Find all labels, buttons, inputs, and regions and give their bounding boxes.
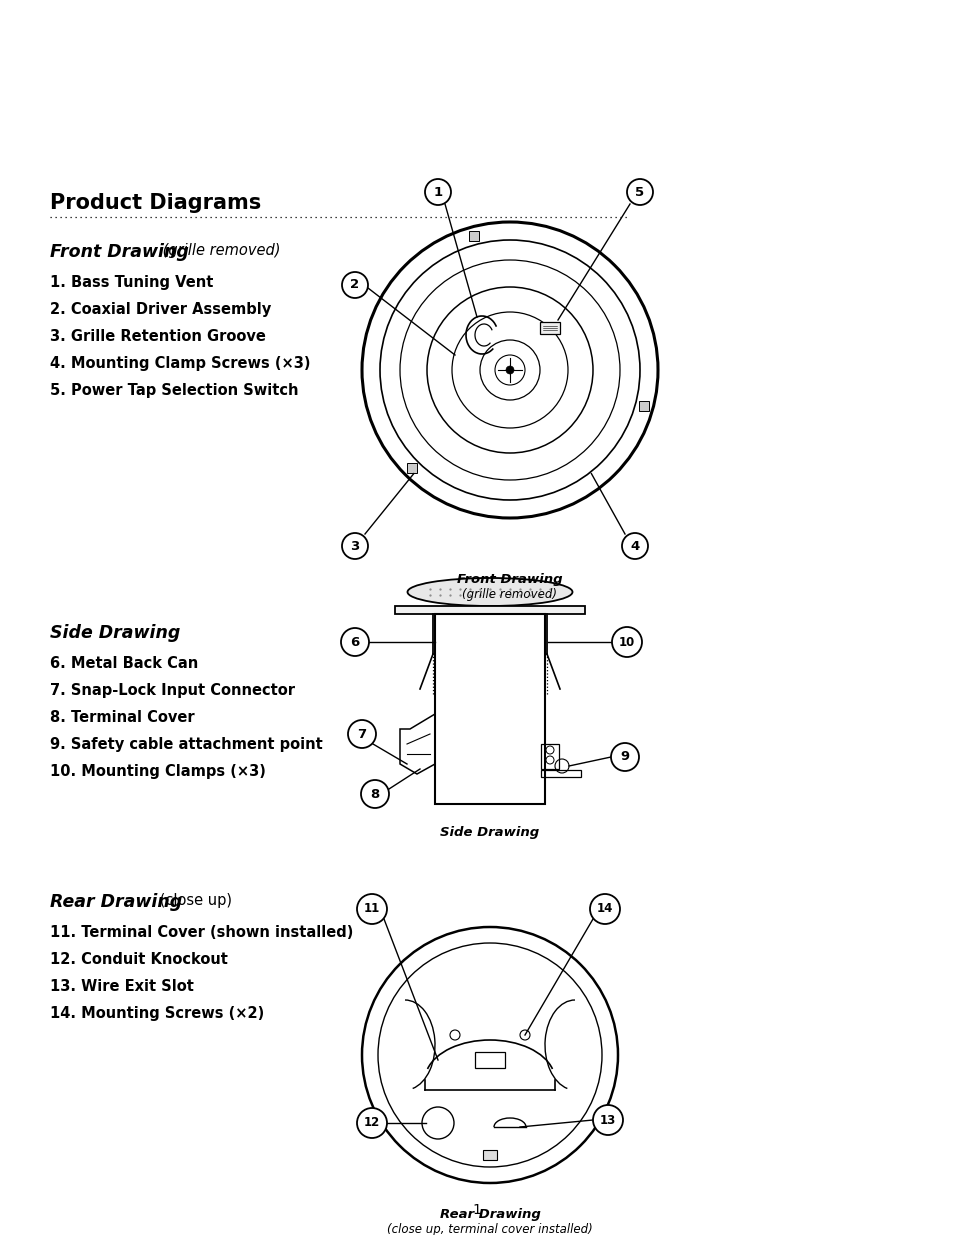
- Bar: [482, 1150, 497, 1160]
- Bar: [475, 1052, 504, 1068]
- Circle shape: [505, 366, 514, 374]
- Text: 7. Snap-Lock Input Connector: 7. Snap-Lock Input Connector: [50, 683, 294, 698]
- Text: Side Drawing: Side Drawing: [50, 624, 180, 642]
- Circle shape: [424, 179, 451, 205]
- Circle shape: [340, 629, 369, 656]
- Text: 1: 1: [433, 185, 442, 199]
- Text: Product Diagrams: Product Diagrams: [50, 193, 261, 212]
- Circle shape: [356, 1108, 387, 1137]
- Circle shape: [626, 179, 652, 205]
- Text: 8. Terminal Cover: 8. Terminal Cover: [50, 710, 194, 725]
- Bar: [539, 322, 559, 333]
- Text: (close up, terminal cover installed): (close up, terminal cover installed): [387, 1223, 592, 1235]
- Text: (grille removed): (grille removed): [462, 588, 557, 601]
- Text: 9: 9: [619, 751, 629, 763]
- Text: 14. Mounting Screws (×2): 14. Mounting Screws (×2): [50, 1007, 264, 1021]
- Text: 1. Bass Tuning Vent: 1. Bass Tuning Vent: [50, 275, 213, 290]
- Bar: [395, 606, 584, 614]
- Ellipse shape: [407, 578, 572, 606]
- Text: (grille removed): (grille removed): [158, 243, 280, 258]
- Text: 11: 11: [363, 903, 379, 915]
- Text: 7: 7: [357, 727, 366, 741]
- Text: 2: 2: [350, 279, 359, 291]
- Circle shape: [610, 743, 639, 771]
- Text: Front Drawing: Front Drawing: [50, 243, 189, 261]
- Circle shape: [612, 627, 641, 657]
- Text: 13. Wire Exit Slot: 13. Wire Exit Slot: [50, 979, 193, 994]
- Bar: [639, 401, 649, 411]
- Text: 12: 12: [363, 1116, 379, 1130]
- Text: 6: 6: [350, 636, 359, 648]
- Circle shape: [621, 534, 647, 559]
- Text: 3: 3: [350, 540, 359, 552]
- Text: 6. Metal Back Can: 6. Metal Back Can: [50, 656, 198, 671]
- Circle shape: [341, 272, 368, 298]
- Text: 14: 14: [597, 903, 613, 915]
- Text: 1: 1: [472, 1203, 481, 1216]
- Circle shape: [348, 720, 375, 748]
- Circle shape: [593, 1105, 622, 1135]
- Text: (close up): (close up): [154, 893, 232, 908]
- Text: 10. Mounting Clamps (×3): 10. Mounting Clamps (×3): [50, 764, 266, 779]
- Text: 4: 4: [630, 540, 639, 552]
- Circle shape: [360, 781, 389, 808]
- Text: 5. Power Tap Selection Switch: 5. Power Tap Selection Switch: [50, 383, 298, 398]
- Text: 2. Coaxial Driver Assembly: 2. Coaxial Driver Assembly: [50, 303, 271, 317]
- Bar: [469, 231, 478, 241]
- Circle shape: [341, 534, 368, 559]
- Text: Rear Drawing: Rear Drawing: [439, 1208, 539, 1221]
- Text: 12. Conduit Knockout: 12. Conduit Knockout: [50, 952, 228, 967]
- Text: Side Drawing: Side Drawing: [440, 826, 539, 839]
- Text: Rear Drawing: Rear Drawing: [50, 893, 182, 911]
- Bar: [540, 743, 558, 769]
- Circle shape: [356, 894, 387, 924]
- Text: 3. Grille Retention Groove: 3. Grille Retention Groove: [50, 329, 266, 345]
- Bar: [435, 614, 544, 804]
- Bar: [540, 769, 580, 777]
- Text: 9. Safety cable attachment point: 9. Safety cable attachment point: [50, 737, 322, 752]
- Text: 10: 10: [618, 636, 635, 648]
- Text: 4. Mounting Clamp Screws (×3): 4. Mounting Clamp Screws (×3): [50, 356, 310, 370]
- Text: 13: 13: [599, 1114, 616, 1126]
- Text: 8: 8: [370, 788, 379, 800]
- Text: 5: 5: [635, 185, 644, 199]
- Text: 11. Terminal Cover (shown installed): 11. Terminal Cover (shown installed): [50, 925, 353, 940]
- Circle shape: [589, 894, 619, 924]
- Text: Front Drawing: Front Drawing: [456, 573, 562, 585]
- Bar: [406, 463, 416, 473]
